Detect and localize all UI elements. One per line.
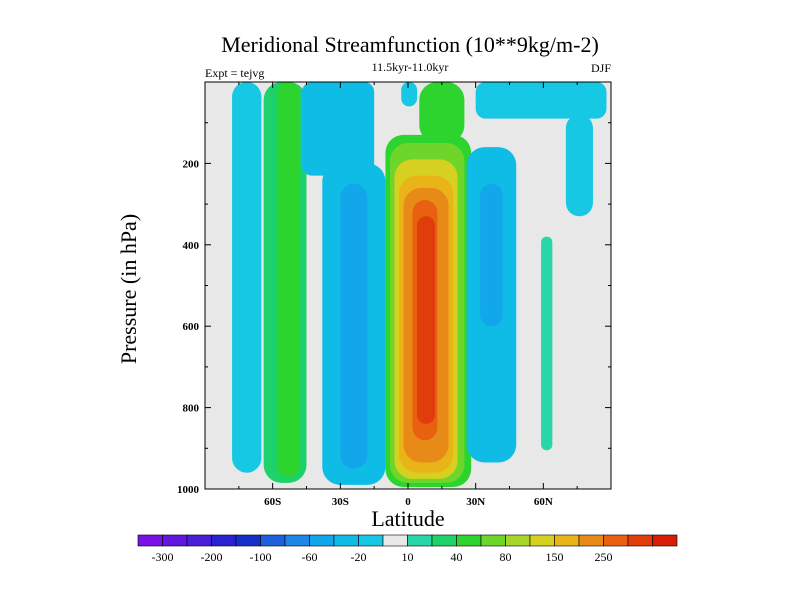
contour-south-midlat-green-core: [277, 82, 300, 477]
colorbar-swatch: [137, 534, 163, 547]
colorbar-swatch: [186, 534, 212, 547]
experiment-label: Expt = tejvg: [205, 66, 264, 80]
colorbar-swatch: [284, 534, 310, 547]
colorbar-label: -60: [302, 550, 318, 564]
colorbar-swatch: [578, 534, 604, 547]
colorbar-swatch: [529, 534, 555, 547]
x-tick-label: 60S: [264, 496, 281, 508]
plot-area: [205, 82, 611, 489]
period-label: 11.5kyr-11.0kyr: [372, 60, 449, 74]
colorbar-swatch: [480, 534, 506, 547]
colorbar-swatch: [554, 534, 580, 547]
contour-north-blue-core: [480, 183, 503, 327]
colorbar-label: 150: [546, 550, 564, 564]
chart-title: Meridional Streamfunction (10**9kg/m-2): [221, 32, 599, 57]
colorbar-label: 40: [451, 550, 463, 564]
colorbar-swatch: [505, 534, 531, 547]
colorbar-swatch: [358, 534, 384, 547]
colorbar-label: -20: [351, 550, 367, 564]
colorbar-swatch: [333, 534, 359, 547]
x-tick-label: 0: [405, 496, 411, 508]
colorbar-swatch: [627, 534, 653, 547]
y-tick-label: 800: [183, 403, 200, 415]
colorbar-label: 80: [500, 550, 512, 564]
colorbar: -300 -200 -100 -60 -20 10 40 80 150 250: [137, 534, 678, 564]
x-axis-label: Latitude: [371, 506, 444, 531]
colorbar-label: 250: [595, 550, 613, 564]
x-tick-label: 30N: [466, 496, 485, 508]
y-tick-label: 400: [183, 240, 200, 252]
colorbar-swatch: [652, 534, 678, 547]
colorbar-swatch: [260, 534, 286, 547]
colorbar-swatch: [431, 534, 457, 547]
contour-upper-green-tongue: [419, 82, 465, 144]
contour-south-upper-blue-cell: [301, 82, 375, 176]
colorbar-label: 10: [402, 550, 414, 564]
contour-south-polar-blue-cell: [232, 82, 262, 473]
y-tick-label: 200: [183, 158, 200, 170]
colorbar-label: -300: [152, 550, 174, 564]
x-axis: 60S 30S 0 30N 60N: [238, 82, 578, 508]
y-tick-label: 1000: [177, 484, 200, 496]
colorbar-swatch: [309, 534, 335, 547]
contour-south-subtropic-blue-core: [340, 183, 368, 469]
colorbar-label: -200: [201, 550, 223, 564]
season-label: DJF: [591, 61, 611, 75]
colorbar-swatch: [382, 534, 408, 547]
y-axis: 200 400 600 800 1000: [177, 122, 611, 496]
colorbar-swatch: [211, 534, 237, 547]
colorbar-swatch: [603, 534, 629, 547]
contour-equator-top-blue: [401, 82, 418, 107]
colorbar-label: -100: [250, 550, 272, 564]
x-tick-label: 60N: [534, 496, 553, 508]
contour-north-polar-blue: [565, 114, 593, 217]
colorbar-swatch: [162, 534, 188, 547]
x-tick-label: 30S: [332, 496, 349, 508]
colorbar-swatch: [456, 534, 482, 547]
colorbar-swatch: [407, 534, 433, 547]
colorbar-swatch: [235, 534, 261, 547]
contour-north-teal-strip: [541, 236, 553, 451]
y-tick-label: 600: [183, 321, 200, 333]
contour-north-upper-blue: [475, 82, 607, 119]
y-axis-label: Pressure (in hPa): [116, 214, 141, 364]
contour-hadley-core: [417, 216, 436, 424]
